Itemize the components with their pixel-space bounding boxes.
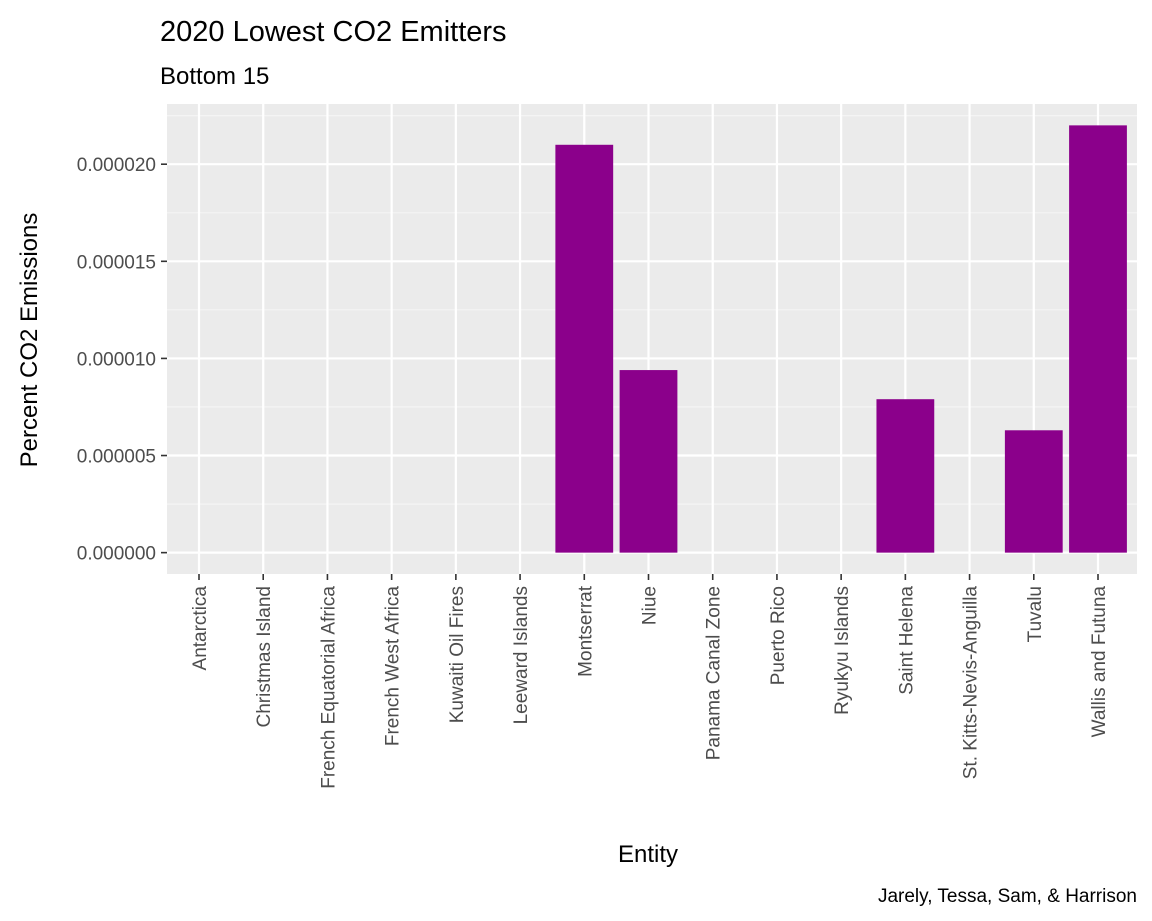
x-tick-label: Kuwaiti Oil Fires	[447, 586, 468, 723]
x-tick-label: Puerto Rico	[768, 586, 789, 685]
x-tick-label: Niue	[640, 586, 661, 625]
x-tick-label: Montserrat	[575, 585, 596, 677]
x-axis: Antarctica Christmas Island French Equator…	[190, 574, 1110, 789]
x-tick-label: Saint Helena	[896, 586, 917, 695]
x-tick-label: Leeward Islands	[511, 586, 532, 724]
y-tick-label: 0.000020	[77, 155, 156, 176]
bar	[1004, 430, 1063, 553]
y-tick-label: 0.000005	[77, 447, 156, 468]
y-tick-label: 0.000010	[77, 349, 156, 370]
bars	[555, 125, 1127, 553]
bar	[1069, 125, 1127, 553]
x-axis-title: Entity	[618, 841, 678, 868]
chart-caption: Jarely, Tessa, Sam, & Harrison	[878, 886, 1137, 907]
y-tick-label: 0.000000	[77, 544, 156, 565]
bar	[876, 399, 935, 553]
y-axis-title: Percent CO2 Emissions	[16, 213, 43, 468]
x-tick-label: French West Africa	[383, 586, 404, 747]
chart-subtitle: Bottom 15	[160, 63, 269, 90]
bar	[619, 370, 678, 553]
chart-title: 2020 Lowest CO2 Emitters	[160, 16, 507, 48]
bar	[555, 144, 614, 553]
major-gridlines	[167, 104, 1137, 574]
y-axis: 0.000000 0.000005 0.000010 0.000015 0.000020	[77, 155, 167, 565]
x-tick-label: Antarctica	[190, 586, 211, 671]
x-tick-label: Wallis and Futuna	[1089, 586, 1110, 738]
x-tick-label: Panama Canal Zone	[704, 586, 725, 760]
x-tick-label: St. Kitts-Nevis-Anguilla	[961, 586, 982, 780]
x-tick-label: Christmas Island	[254, 586, 275, 728]
y-tick-label: 0.000015	[77, 252, 156, 273]
x-tick-label: Ryukyu Islands	[832, 586, 853, 715]
x-tick-label: French Equatorial Africa	[318, 586, 339, 789]
x-tick-label: Tuvalu	[1025, 586, 1046, 642]
